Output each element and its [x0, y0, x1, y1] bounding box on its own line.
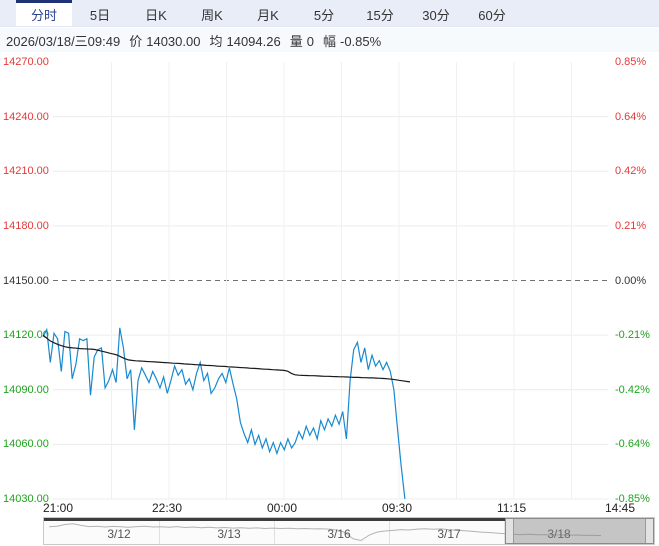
change-value: -0.85%	[339, 33, 382, 49]
y-axis-label-right: -0.42%	[615, 383, 650, 396]
quote-price: 价 14030.00	[129, 31, 200, 50]
nav-date-label: 3/16	[327, 527, 351, 541]
y-axis-label-left: 14180.00	[3, 219, 49, 232]
y-axis-label-right: -0.64%	[615, 438, 650, 451]
tab-30min[interactable]: 30分	[422, 8, 450, 23]
y-axis-label-right: 0.42%	[615, 165, 647, 178]
volume-value: 0	[306, 33, 314, 49]
nav-track-topbar	[44, 518, 505, 521]
tab-weekly-k[interactable]: 周K	[201, 8, 223, 23]
x-axis-label: 09:30	[382, 501, 413, 515]
y-axis-label-right: 0.00%	[615, 274, 647, 287]
nav-date-label: 3/12	[107, 527, 131, 541]
price-line	[42, 327, 406, 500]
tab-daily-k[interactable]: 日K	[145, 8, 167, 23]
nav-selection-handle-right[interactable]	[645, 519, 653, 543]
quote-change: 幅 -0.85%	[323, 31, 381, 50]
y-axis-label-left: 14030.00	[3, 493, 49, 505]
quote-average: 均 14094.26	[209, 31, 280, 50]
y-axis-label-left: 14120.00	[3, 329, 49, 342]
date-navigator: 3/12 3/13 3/16 3/17 3/18	[43, 517, 655, 545]
x-axis-label: 00:00	[267, 501, 298, 515]
tab-5day[interactable]: 5日	[89, 8, 111, 23]
nav-selection[interactable]	[505, 518, 654, 544]
tab-monthly-k[interactable]: 月K	[257, 8, 279, 23]
nav-day-separator	[389, 521, 390, 544]
y-axis-label-right: 0.85%	[615, 56, 647, 68]
y-axis-label-left: 14090.00	[3, 383, 49, 396]
y-axis-label-right: -0.21%	[615, 329, 650, 342]
volume-label: 量	[289, 33, 303, 49]
nav-date-label: 3/18	[547, 527, 571, 541]
y-axis-label-left: 14210.00	[3, 165, 49, 178]
change-label: 幅	[322, 33, 336, 49]
x-axis-label: 11:15	[497, 501, 527, 515]
average-line	[42, 334, 411, 383]
nav-day-separator	[274, 521, 275, 544]
x-axis-label: 22:30	[152, 501, 183, 515]
avg-label: 均	[209, 33, 223, 49]
nav-date-label: 3/13	[217, 527, 241, 541]
tab-60min[interactable]: 60分	[478, 8, 506, 23]
x-axis-label: 21:00	[43, 501, 74, 515]
nav-day-separator	[504, 521, 505, 544]
y-axis-label-left: 14150.00	[3, 274, 49, 287]
avg-value: 14094.26	[226, 33, 281, 49]
y-axis-label-right: 0.64%	[615, 110, 647, 123]
y-axis-label-left: 14270.00	[3, 56, 49, 68]
nav-day-separator	[159, 521, 160, 544]
y-axis-label-left: 14060.00	[3, 438, 49, 451]
quote-datetime: 2026/03/18/三09:49	[6, 33, 121, 49]
tab-15min[interactable]: 15分	[366, 8, 394, 23]
y-axis-label-left: 14240.00	[3, 110, 49, 123]
tab-5min[interactable]: 5分	[313, 8, 335, 23]
x-axis-label: 14:45	[605, 501, 636, 515]
y-axis-label-right: -0.85%	[615, 493, 650, 505]
nav-date-label: 3/17	[437, 527, 461, 541]
tab-intraday[interactable]: 分时	[16, 0, 72, 26]
price-label: 价	[129, 33, 143, 49]
y-axis-label-right: 0.21%	[615, 219, 647, 232]
period-tab-bar: 分时 5日 日K 周K 月K 5分 15分 30分 60分	[0, 0, 659, 27]
nav-selection-handle-left[interactable]	[506, 519, 514, 543]
price-value: 14030.00	[146, 33, 201, 49]
